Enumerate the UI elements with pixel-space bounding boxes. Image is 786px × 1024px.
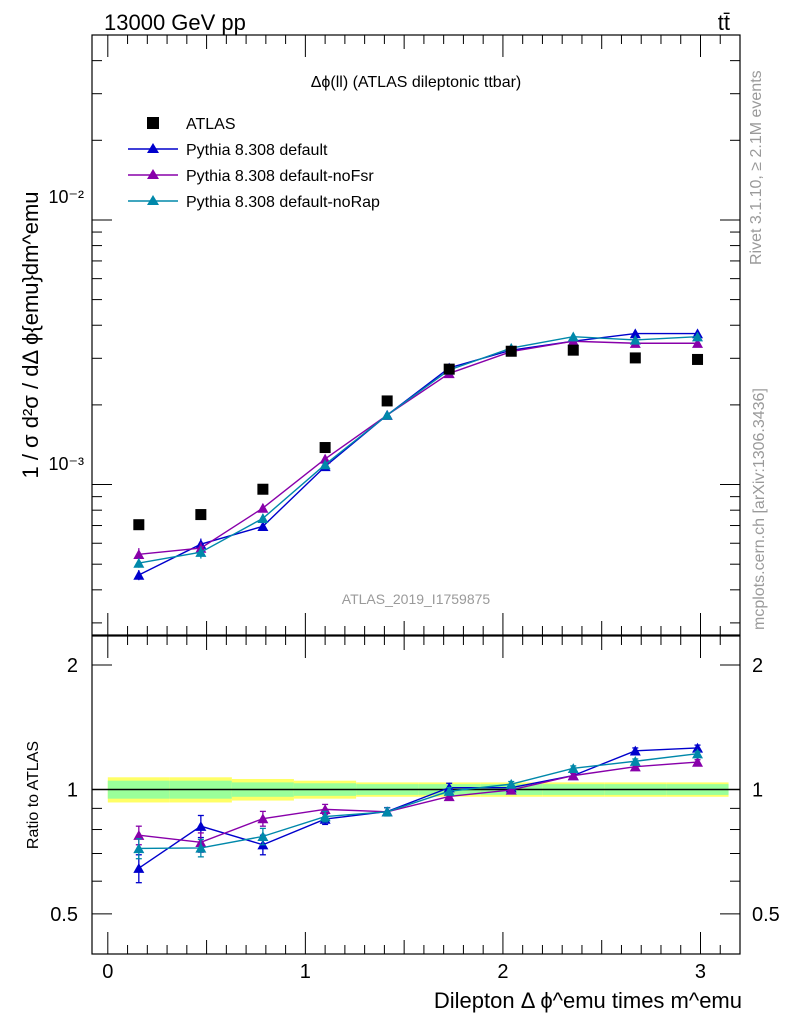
atlas-data-point <box>629 352 641 364</box>
series-2-marker <box>381 409 393 420</box>
atlas-data-point <box>195 509 207 521</box>
main-y-ticks <box>92 34 740 624</box>
x-axis-ticks <box>107 35 741 954</box>
ratio-series-0-marker <box>195 820 207 831</box>
atlas-data-point <box>567 344 579 356</box>
x-tick-label-2: 2 <box>497 961 508 983</box>
ratio-series-1-marker <box>629 761 641 772</box>
ratio-series-0-marker <box>133 862 145 873</box>
ratio-series-1-marker <box>692 756 704 767</box>
series-2-marker <box>257 513 269 524</box>
series-0-marker <box>629 328 641 339</box>
legend-nofsr-label: Pythia 8.308 default-noFsr <box>186 168 374 185</box>
atlas-data-point <box>257 483 269 495</box>
ratio-series-1-marker <box>567 770 579 781</box>
ratio-series-2-marker <box>505 778 517 789</box>
main-series-group <box>133 328 704 581</box>
legend-norap-marker <box>147 195 159 205</box>
analysis-id: ATLAS_2019_I1759875 <box>342 591 491 607</box>
series-2-marker <box>692 331 704 342</box>
series-0-marker <box>133 569 145 580</box>
x-tick-label-3: 3 <box>695 961 706 983</box>
ratio-tick-label-1: 1 <box>67 779 78 801</box>
atlas-data-point <box>692 353 704 365</box>
ratio-series-0-marker <box>692 742 704 753</box>
ratio-series-0-line <box>138 747 698 869</box>
ratio-series-2-marker <box>629 756 641 766</box>
series-2-marker <box>319 459 331 470</box>
atlas-data-point <box>443 363 455 375</box>
ratio-series-1-marker <box>505 784 517 795</box>
ratio-tick-label-1-right: 1 <box>752 779 763 801</box>
ratio-series-2-marker <box>257 831 269 842</box>
ratio-tick-label-2-right: 2 <box>752 655 763 677</box>
ratio-y-ticks <box>92 664 740 915</box>
ratio-series-2-marker <box>133 843 145 854</box>
series-2-line <box>138 336 698 564</box>
header-left: 13000 GeV pp <box>104 10 246 35</box>
ratio-series-2-marker <box>195 842 207 853</box>
ratio-tick-label-2: 2 <box>67 655 78 677</box>
series-1-marker <box>257 502 269 513</box>
ratio-series-2-marker <box>319 811 331 822</box>
legend-norap-label: Pythia 8.308 default-noRap <box>186 194 380 211</box>
ratio-series-0-marker <box>629 745 641 756</box>
x-axis-label: Dilepton Δ ϕ^emu times m^emu <box>434 988 742 1013</box>
series-2-marker <box>567 331 579 342</box>
series-1-marker <box>692 338 704 348</box>
legend-default-label: Pythia 8.308 default <box>186 142 328 159</box>
ratio-panel: Ratio to ATLAS 2 1 0.5 2 1 0.5 <box>25 635 780 955</box>
x-tick-label-0: 0 <box>102 961 113 983</box>
ratio-tick-label-0-5-right: 0.5 <box>752 904 780 926</box>
main-frame <box>91 34 741 636</box>
x-tick-label-1: 1 <box>300 961 311 983</box>
main-panel: Δϕ(ll) (ATLAS dileptonic ttbar) ATLAS_20… <box>18 34 741 636</box>
series-0-marker <box>257 521 269 532</box>
ratio-series-1-line <box>138 761 698 844</box>
legend-nofsr-marker <box>147 169 159 179</box>
series-1-marker <box>319 453 331 464</box>
mcplots-label: mcplots.cern.ch [arXiv:1306.3436] <box>751 388 768 630</box>
ratio-tick-label-0-5: 0.5 <box>50 904 78 926</box>
rivet-label: Rivet 3.1.10, ≥ 2.1M events <box>748 70 765 265</box>
series-1-line <box>138 340 698 555</box>
ratio-series-1-marker <box>443 791 455 802</box>
atlas-data-group <box>133 344 704 531</box>
main-title: Δϕ(ll) (ATLAS dileptonic ttbar) <box>311 74 522 91</box>
ratio-y-axis-label: Ratio to ATLAS <box>25 741 42 849</box>
atlas-data-point <box>319 442 331 454</box>
ratio-series-group <box>133 742 704 884</box>
series-2-marker <box>195 546 207 557</box>
series-0-line <box>138 332 698 576</box>
ratio-series-1-marker <box>133 829 145 840</box>
y-tick-label-1e-3: 10⁻³ <box>48 454 84 474</box>
main-y-axis-label: 1 / σ d²σ / dΔ ϕ{emu}dm^emu <box>18 191 43 478</box>
ratio-series-2-line <box>138 753 698 850</box>
series-2-marker <box>629 334 641 345</box>
legend-default-marker <box>147 143 159 153</box>
ratio-series-2-marker <box>567 763 579 773</box>
ratio-series-1-marker <box>257 813 269 824</box>
ratio-series-2-marker <box>692 748 704 759</box>
atlas-data-point <box>133 519 145 531</box>
series-2-marker <box>133 557 145 568</box>
legend-atlas-marker <box>147 117 159 129</box>
ratio-series-2-marker <box>381 806 393 817</box>
header-right: tt̄ <box>718 10 730 35</box>
ratio-frame <box>91 635 741 955</box>
series-1-marker <box>133 549 145 559</box>
atlas-data-point <box>381 395 393 407</box>
legend: ATLAS Pythia 8.308 default Pythia 8.308 … <box>128 116 380 211</box>
ratio-series-2-marker <box>443 786 455 796</box>
atlas-data-point <box>505 345 517 357</box>
legend-atlas-label: ATLAS <box>186 116 236 133</box>
y-tick-label-1e-2: 10⁻² <box>48 187 84 207</box>
